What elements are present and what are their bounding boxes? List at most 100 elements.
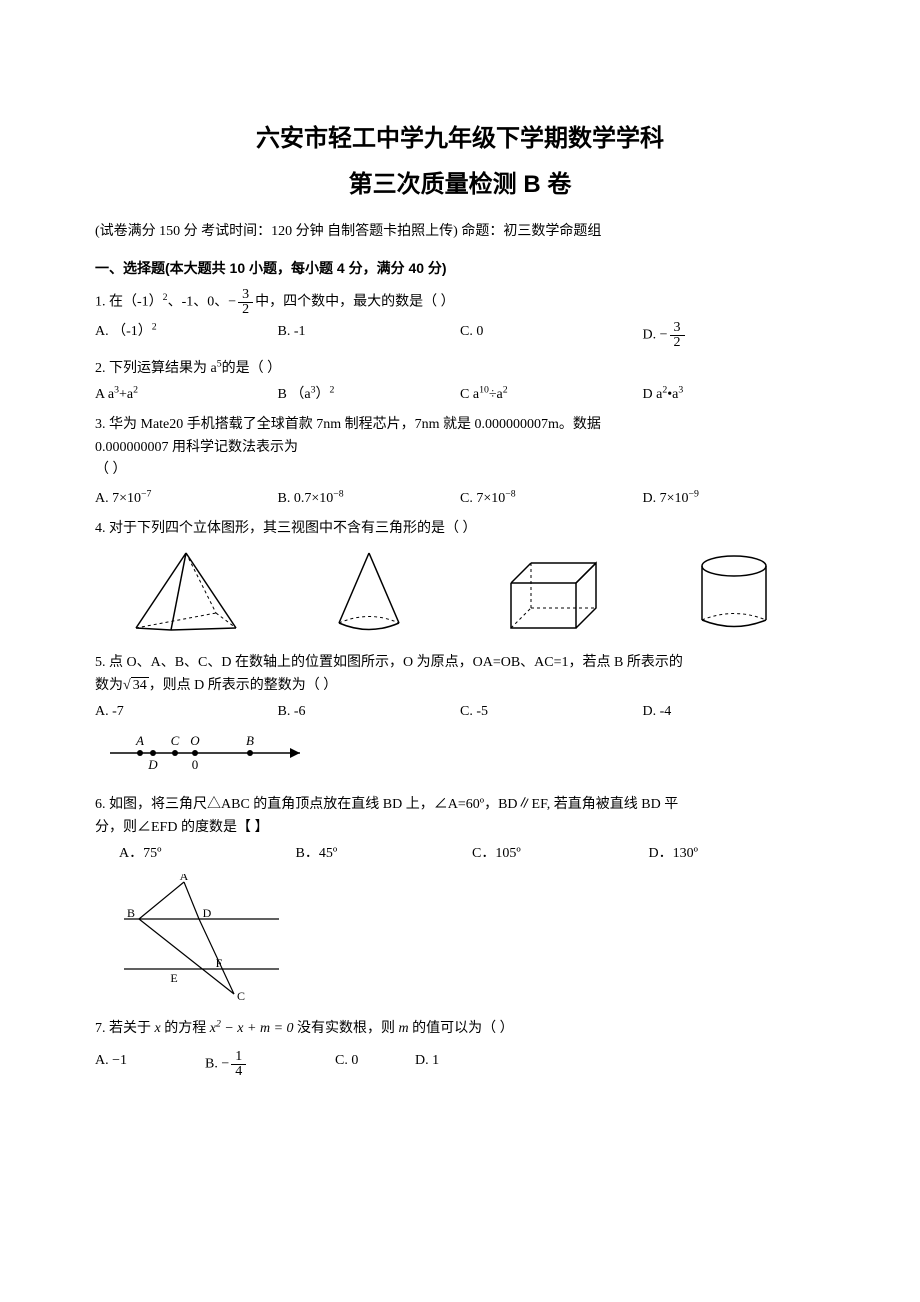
q7-optD: D. 1: [415, 1050, 495, 1079]
q2-optA: A a3+a2: [95, 384, 278, 406]
q7-optB-prefix: B.: [205, 1057, 221, 1072]
q4-figures: [95, 548, 825, 638]
q5-optA: A. -7: [95, 701, 278, 723]
q2-optA-e2: 2: [133, 384, 138, 395]
question-1: 1. 在（-1）2、-1、0、−32中，四个数中，最大的数是（ ） A. （-1…: [95, 288, 825, 350]
q2-optA-mid: +a: [119, 387, 133, 402]
nl-0: 0: [192, 757, 199, 772]
q1-optA-text: A. （-1）: [95, 324, 152, 339]
page-title: 六安市轻工中学九年级下学期数学学科: [95, 120, 825, 158]
q1-optA: A. （-1）2: [95, 321, 278, 350]
nl-D: D: [147, 757, 158, 772]
q6-lbl-F: F: [216, 956, 223, 970]
q1-frac-num: 3: [238, 288, 253, 303]
q6-stem-line1: 6. 如图，将三角尺△ABC 的直角顶点放在直线 BD 上，∠A=60º，BD∥…: [95, 794, 825, 816]
q5-sqrt: 34: [123, 675, 149, 697]
q1-optD-prefix: D.: [643, 327, 660, 342]
q2-stem: 2. 下列运算结果为 a5的是（ ）: [95, 358, 825, 380]
q6-stem-line2: 分，则∠EFD 的度数是【 】: [95, 817, 825, 839]
q7-optA: A. −1: [95, 1050, 205, 1079]
q3-stem: 3. 华为 Mate20 手机搭载了全球首款 7nm 制程芯片，7nm 就是 0…: [95, 414, 825, 481]
q2-optC-e2: 2: [503, 384, 508, 395]
q5-stem: 5. 点 O、A、B、C、D 在数轴上的位置如图所示，O 为原点，OA=OB、A…: [95, 652, 825, 697]
q2-optC-prefix: C a: [460, 387, 479, 402]
q6-optC: C．105º: [472, 843, 649, 865]
q1-optA-exp: 2: [152, 321, 157, 332]
q7-options: A. −1 B. −14 C. 0 D. 1: [95, 1050, 825, 1079]
q2-optC-mid: ÷a: [489, 387, 503, 402]
q7-optC: C. 0: [335, 1050, 415, 1079]
q5-optC: C. -5: [460, 701, 643, 723]
q2-optC: C a10÷a2: [460, 384, 643, 406]
q5-stem-line2: 数为34，则点 D 所表示的整数为（ ）: [95, 675, 825, 697]
q7-stem-suffix: 没有实数根，则: [294, 1021, 399, 1036]
q5-stem-line2-prefix: 数为: [95, 678, 123, 693]
q1-stem-mid2: 中，四个数中，最大的数是（ ）: [255, 294, 455, 309]
q2-optA-prefix: A a: [95, 387, 114, 402]
q3-options: A. 7×10−7 B. 0.7×10−8 C. 7×10−8 D. 7×10−…: [95, 488, 825, 510]
q3-optB-exp: −8: [333, 488, 343, 499]
q4-figure-prism: [486, 548, 616, 638]
q1-stem: 1. 在（-1）2、-1、0、−32中，四个数中，最大的数是（ ）: [95, 288, 825, 317]
question-7: 7. 若关于 x 的方程 x2 − x + m = 0 没有实数根，则 m 的值…: [95, 1018, 825, 1079]
q7-optB-num: 1: [231, 1050, 246, 1065]
q6-lbl-C: C: [237, 989, 245, 1003]
q2-optD-e2: 3: [678, 384, 683, 395]
q5-stem-line2-suffix: ，则点 D 所表示的整数为（ ）: [149, 678, 338, 693]
q3-optD: D. 7×10−9: [643, 488, 826, 510]
q6-lbl-D: D: [203, 906, 212, 920]
q7-stem: 7. 若关于 x 的方程 x2 − x + m = 0 没有实数根，则 m 的值…: [95, 1018, 825, 1040]
q6-optB: B．45º: [296, 843, 473, 865]
q1-frac-den: 2: [238, 303, 253, 317]
q6-figure: A B D E F C: [119, 874, 825, 1004]
q7-stem-mid: 的方程: [161, 1021, 210, 1036]
q3-optD-text: D. 7×10: [643, 491, 689, 506]
q2-optD-mid: •a: [667, 387, 678, 402]
nl-O: O: [190, 733, 200, 748]
q2-optB-e2: 2: [329, 384, 334, 395]
nl-A: A: [135, 733, 144, 748]
q3-optB-text: B. 0.7×10: [278, 491, 334, 506]
q3-stem-line1: 3. 华为 Mate20 手机搭载了全球首款 7nm 制程芯片，7nm 就是 0…: [95, 414, 825, 436]
exam-info: (试卷满分 150 分 考试时间：120 分钟 自制答题卡拍照上传) 命题：初三…: [95, 221, 825, 243]
q3-optC: C. 7×10−8: [460, 488, 643, 510]
q1-stem-prefix: 1. 在（-1）: [95, 294, 163, 309]
nl-C: C: [171, 733, 180, 748]
q2-stem-suffix: 的是（ ）: [222, 361, 282, 376]
q3-optA: A. 7×10−7: [95, 488, 278, 510]
q1-optD-frac: 32: [670, 321, 685, 350]
question-6: 6. 如图，将三角尺△ABC 的直角顶点放在直线 BD 上，∠A=60º，BD∥…: [95, 794, 825, 1003]
q2-optB: B （a3）2: [278, 384, 461, 406]
q1-optD-den: 2: [670, 336, 685, 350]
q3-optA-exp: −7: [141, 488, 151, 499]
q5-number-line: A C O B D 0: [95, 731, 825, 776]
q3-optC-text: C. 7×10: [460, 491, 505, 506]
q1-optC: C. 0: [460, 321, 643, 350]
q7-var-m: m: [399, 1021, 409, 1036]
q1-stem-mid1: 、-1、0、: [168, 294, 229, 309]
q2-optD-prefix: D a: [643, 387, 663, 402]
q6-lbl-E: E: [170, 971, 177, 985]
q3-optD-exp: −9: [689, 488, 699, 499]
q2-stem-text: 2. 下列运算结果为 a: [95, 361, 217, 376]
q6-lbl-B: B: [127, 906, 135, 920]
q1-optB: B. -1: [278, 321, 461, 350]
q3-optA-text: A. 7×10: [95, 491, 141, 506]
q2-optC-e1: 10: [479, 384, 489, 395]
q7-stem-prefix: 7. 若关于: [95, 1021, 155, 1036]
q2-options: A a3+a2 B （a3）2 C a10÷a2 D a2•a3: [95, 384, 825, 406]
q3-optB: B. 0.7×10−8: [278, 488, 461, 510]
q1-optD: D. −32: [643, 321, 826, 350]
q4-figure-cylinder: [669, 548, 799, 638]
question-4: 4. 对于下列四个立体图形，其三视图中不含有三角形的是（ ）: [95, 518, 825, 638]
q6-optD: D．130º: [649, 843, 826, 865]
q7-stem-end: 的值可以为（ ）: [409, 1021, 514, 1036]
q6-optA: A．75º: [119, 843, 296, 865]
q6-options: A．75º B．45º C．105º D．130º: [95, 843, 825, 865]
q1-frac: 32: [238, 288, 253, 317]
q4-figure-pyramid: [121, 548, 251, 638]
q2-optB-prefix: B （a: [278, 387, 311, 402]
question-5: 5. 点 O、A、B、C、D 在数轴上的位置如图所示，O 为原点，OA=OB、A…: [95, 652, 825, 776]
q2-optB-mid: ）: [315, 387, 329, 402]
question-3: 3. 华为 Mate20 手机搭载了全球首款 7nm 制程芯片，7nm 就是 0…: [95, 414, 825, 510]
